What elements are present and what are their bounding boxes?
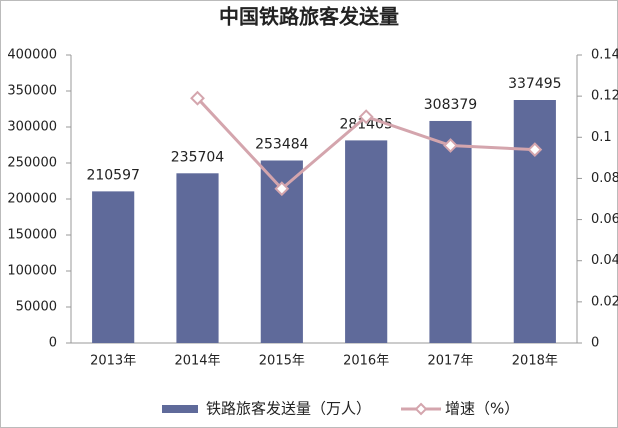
bar — [92, 191, 135, 343]
legend-label: 铁路旅客发送量（万人） — [206, 400, 371, 418]
y-tick-label: 300000 — [7, 120, 57, 135]
y-tick-label: 400000 — [7, 48, 57, 63]
y2-tick-label: 0.12 — [591, 89, 618, 104]
y2-tick-label: 0.1 — [591, 130, 612, 145]
x-tick-label: 2017年 — [427, 354, 473, 369]
y2-tick-label: 0.02 — [591, 294, 618, 309]
data-label: 210597 — [86, 167, 139, 183]
chart-title: 中国铁路旅客发送量 — [219, 5, 399, 29]
y2-tick-label: 0.14 — [591, 48, 618, 63]
x-tick-label: 2015年 — [259, 354, 305, 369]
x-tick-label: 2013年 — [90, 354, 136, 369]
x-tick-label: 2018年 — [512, 354, 558, 369]
x-tick-label: 2014年 — [174, 354, 220, 369]
data-label: 235704 — [171, 149, 225, 165]
y-tick-label: 0 — [49, 336, 57, 351]
legend-swatch — [162, 405, 198, 413]
y-tick-label: 200000 — [7, 192, 57, 207]
marker — [443, 138, 458, 153]
legend-label: 增速（%） — [445, 400, 519, 418]
y2-tick-label: 0 — [591, 336, 599, 351]
bar — [345, 140, 388, 343]
y-tick-label: 100000 — [7, 264, 57, 279]
y2-tick-label: 0.04 — [591, 253, 618, 268]
y-tick-label: 50000 — [16, 300, 57, 315]
x-tick-label: 2016年 — [343, 354, 389, 369]
data-label: 253484 — [255, 136, 309, 152]
data-label: 337495 — [508, 76, 561, 92]
marker — [527, 142, 543, 158]
y-tick-label: 150000 — [7, 228, 57, 243]
y-tick-label: 350000 — [7, 84, 57, 99]
y-tick-label: 250000 — [7, 156, 57, 171]
bar — [176, 173, 219, 343]
marker — [274, 181, 290, 197]
legend-swatch — [414, 402, 428, 416]
bar — [513, 100, 556, 343]
y2-tick-label: 0.08 — [591, 171, 618, 186]
data-label: 308379 — [424, 97, 477, 113]
marker — [358, 109, 374, 125]
marker — [190, 90, 205, 106]
y2-tick-label: 0.06 — [591, 212, 618, 227]
bar — [429, 120, 472, 343]
